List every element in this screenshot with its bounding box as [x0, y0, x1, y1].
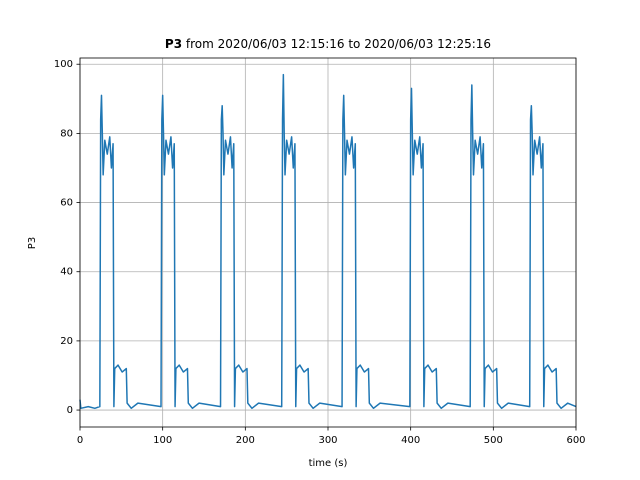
x-tick-label: 200	[236, 435, 255, 446]
y-tick-label: 100	[54, 59, 73, 70]
x-tick-label: 0	[77, 435, 83, 446]
y-tick-label: 80	[60, 128, 73, 139]
y-tick-label: 60	[60, 198, 73, 209]
x-tick-label: 300	[318, 435, 337, 446]
title-text: from 2020/06/03 12:15:16 to 2020/06/03 1…	[186, 37, 491, 51]
line	[79, 73, 577, 410]
chart-title: P3 from 2020/06/03 12:15:16 to 2020/06/0…	[165, 37, 491, 51]
x-axis-label: time (s)	[309, 458, 348, 469]
y-axis-label: P3	[27, 237, 38, 249]
y-tick-label: 0	[67, 405, 73, 416]
y-tick-label: 20	[60, 336, 73, 347]
x-tick-label: 500	[484, 435, 503, 446]
plot-frame	[79, 57, 577, 428]
title-bold: P3	[165, 37, 182, 51]
y-tick-label: 40	[60, 267, 73, 278]
x-tick-label: 400	[401, 435, 420, 446]
x-tick-label: 600	[566, 435, 585, 446]
x-tick-label: 100	[153, 435, 172, 446]
